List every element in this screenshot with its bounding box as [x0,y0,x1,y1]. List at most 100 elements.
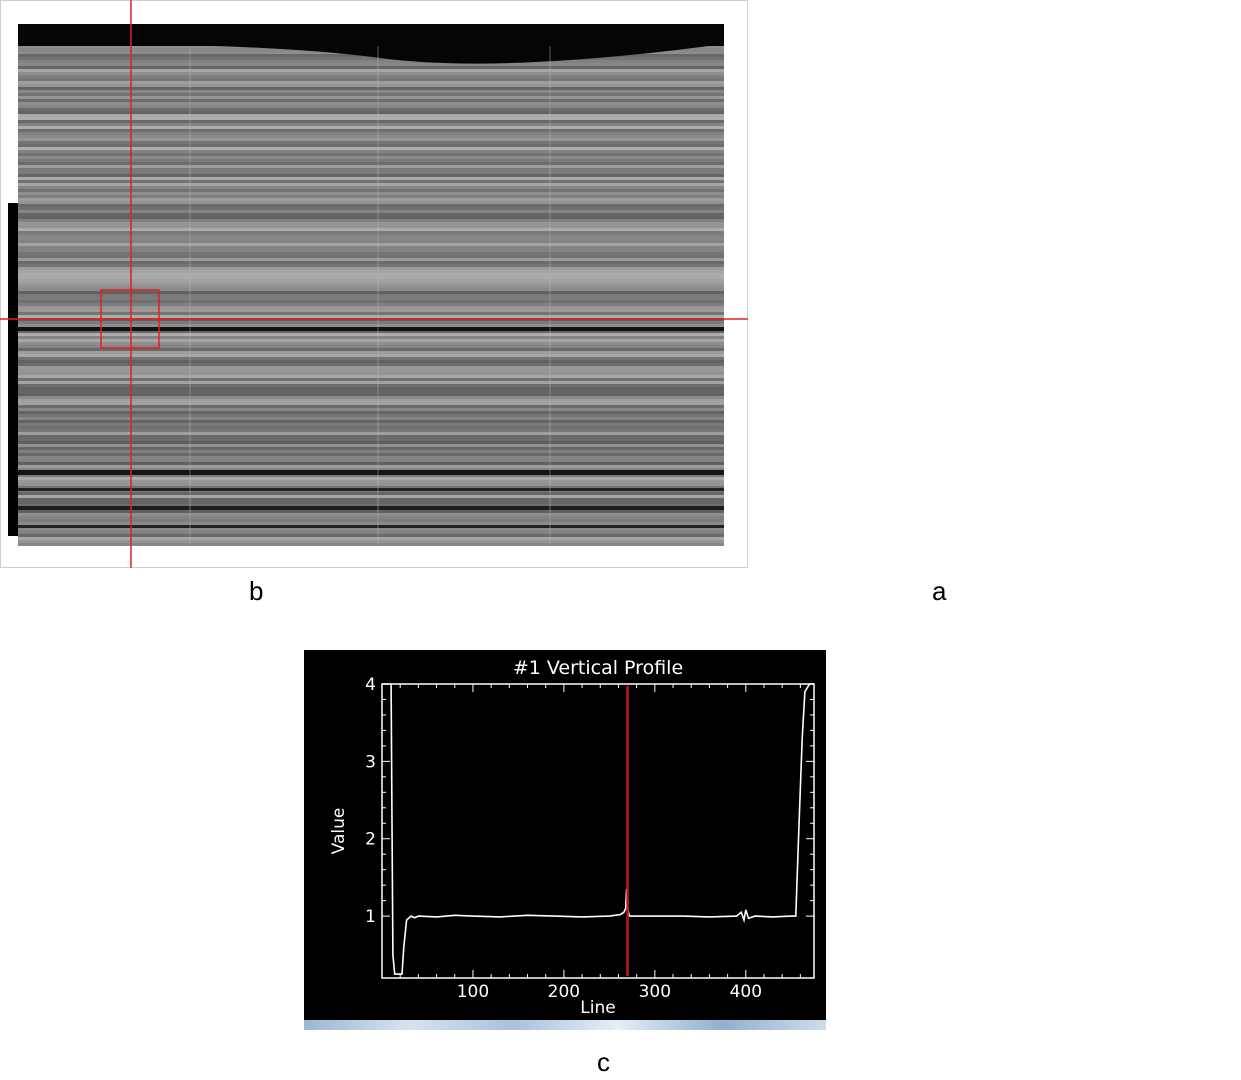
y-tick-label: 3 [365,752,376,772]
y-axis-label: Value [329,808,349,855]
chart-title: #1 Vertical Profile [513,657,683,679]
image-stripe [18,216,724,219]
image-stripe [18,378,724,381]
image-stripe [18,363,724,366]
image-stripe [18,441,724,444]
image-dark-band [18,327,724,331]
image-stripe [18,495,724,498]
image-stripe [18,255,724,258]
image-stripe [18,132,724,135]
image-stripe [18,81,724,84]
image-stripe [18,210,724,213]
image-stripe [18,336,724,339]
image-stripe [18,339,724,342]
image-stripe [18,177,724,180]
image-stripe [18,381,724,384]
image-stripe [18,450,724,453]
image-stripe [18,456,724,459]
image-stripe [18,333,724,336]
image-stripe [18,60,724,63]
caption-a: a [932,576,947,606]
stripe-image [0,0,748,568]
image-stripe [18,222,724,225]
image-top-edge [18,24,724,64]
image-stripe [18,126,724,129]
image-stripe [18,273,724,276]
image-stripe [18,297,724,300]
image-stripe [18,87,724,90]
image-dark-band [18,506,724,510]
image-stripe [18,411,724,414]
image-stripe [18,432,724,435]
image-stripe [18,282,724,285]
image-stripe [18,141,724,144]
image-stripe [18,162,724,165]
image-stripe [18,402,724,405]
image-stripe [18,531,724,534]
image-stripe [18,75,724,78]
image-stripe [18,114,724,117]
image-stripe [18,138,724,141]
image-stripe [18,459,724,462]
image-stripe [18,429,724,432]
image-stripe [18,270,724,273]
image-stripe [18,252,724,255]
image-stripe [18,66,724,69]
image-stripe [18,462,724,465]
image-stripe [18,408,724,411]
image-stripe [18,234,724,237]
image-stripe [18,231,724,234]
image-stripe [18,219,724,222]
image-stripe [18,237,724,240]
image-stripe [18,438,724,441]
image-stripe [18,345,724,348]
image-stripe [18,390,724,393]
image-stripe [18,465,724,468]
image-stripe [18,306,724,309]
image-stripe [18,435,724,438]
image-stripe [18,99,724,102]
y-tick-label: 2 [365,830,376,850]
image-stripe [18,276,724,279]
image-stripe [18,405,724,408]
image-stripe [18,267,724,270]
image-stripe [18,468,724,471]
image-stripe [18,93,724,96]
x-tick-label: 200 [548,982,580,1002]
image-stripe [18,120,724,123]
image-stripe [18,201,724,204]
image-stripe [18,123,724,126]
image-stripe [18,261,724,264]
image-stripe [18,195,724,198]
image-stripe [18,111,724,114]
image-stripe [18,369,724,372]
image-stripe [18,90,724,93]
image-stripe [18,279,724,282]
vertical-profile-panel: #1 Vertical Profile 100 200 300 400 1 2 3 4 Line V… [304,650,826,1030]
zoom-box [100,289,160,349]
image-stripe [18,399,724,402]
image-stripe [18,150,724,153]
image-stripe [18,309,724,312]
image-stripe [18,426,724,429]
image-stripe [18,366,724,369]
image-stripe [18,474,724,477]
image-stripe [18,180,724,183]
image-stripe [18,207,724,210]
image-stripe [18,144,724,147]
image-stripe [18,189,724,192]
image-stripe [18,168,724,171]
image-stripe [18,342,724,345]
image-stripe [18,420,724,423]
image-stripe [18,387,724,390]
image-stripe [18,486,724,489]
image-stripe [18,183,724,186]
profile-line [382,683,814,975]
x-axis-label: Line [580,998,615,1018]
image-stripe [18,249,724,252]
image-stripe [18,312,724,315]
image-dark-band [18,488,724,491]
image-stripe [18,348,724,351]
stripe-image-panel [0,0,748,568]
image-stripe [18,444,724,447]
